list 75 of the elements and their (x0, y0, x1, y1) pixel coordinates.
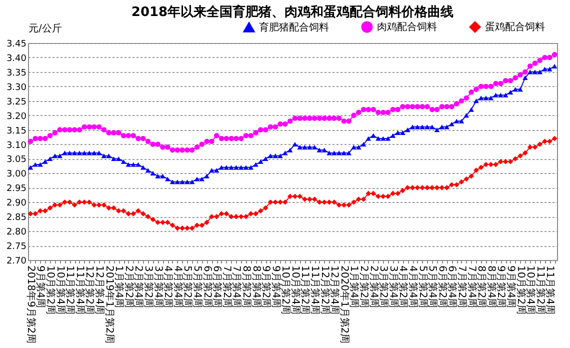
x-tick-label: 4月第4周 (407, 266, 420, 308)
x-tick-label: 9月第4周 (504, 266, 517, 308)
x-tick-label: 6月第4周 (211, 266, 224, 308)
x-tick-label: 4月第2周 (397, 266, 410, 308)
x-tick-label: 1月第4周 (348, 266, 360, 308)
y-tick-label: 3.30 (6, 82, 27, 93)
y-axis-title: 元/公斤 (28, 22, 62, 34)
x-tick-label: 7月第2周 (220, 266, 233, 308)
x-tick-label: 12月第2周 (84, 266, 96, 315)
x-tick-label: 2020年1月第2周 (338, 266, 350, 344)
x-tick-label: 6月第4周 (446, 266, 458, 308)
x-tick-label: 11月第4周 (309, 266, 322, 315)
x-tick-label: 10月第4周 (54, 266, 66, 315)
legend-label: 肉鸡配合饲料 (377, 21, 437, 33)
y-tick-label: 3.10 (6, 140, 27, 151)
x-tick-label: 10月第4周 (289, 266, 302, 315)
x-tick-label: 3月第4周 (387, 266, 400, 308)
y-tick-label: 2.75 (6, 242, 26, 252)
y-tick-label: 3.05 (6, 155, 26, 166)
y-tick-label: 3.15 (6, 126, 26, 136)
y-tick-label: 3.35 (6, 68, 26, 78)
x-tick-label: 2019年1月第2周 (103, 266, 116, 344)
x-tick-label: 8月第4周 (485, 266, 498, 308)
x-tick-label: 1月第4周 (113, 266, 126, 308)
x-tick-label: 12月第4周 (94, 266, 106, 315)
y-tick-label: 2.95 (6, 184, 26, 194)
x-tick-label: 7月第2周 (456, 266, 468, 308)
x-tick-label: 6月第2周 (201, 266, 214, 308)
x-tick-label: 5月第2周 (416, 266, 429, 308)
y-tick-label: 3.20 (6, 112, 27, 122)
x-tick-label: 10月第2周 (514, 266, 527, 315)
chart-title: 2018年以来全国育肥猪、肉鸡和蛋鸡配合饲料价格曲线 (131, 4, 454, 20)
x-tick-label: 4月第4周 (172, 266, 184, 308)
x-tick-label: 10月第2周 (280, 266, 292, 315)
x-tick-label: 7月第4周 (466, 266, 478, 308)
x-tick-label: 5月第4周 (191, 266, 204, 308)
y-tick-label: 3.00 (6, 170, 27, 180)
x-tick-label: 12月第2周 (318, 266, 331, 315)
x-tick-label: 3月第2周 (378, 266, 390, 308)
x-tick-label: 6月第2周 (436, 266, 448, 308)
x-tick-label: 2月第2周 (358, 266, 370, 308)
x-tick-label: 9月第4周 (34, 266, 47, 308)
x-tick-label: 11月第2周 (64, 266, 76, 315)
x-tick-label: 12月第4周 (328, 266, 341, 315)
x-tick-label: 11月第2周 (534, 266, 546, 315)
x-tick-label: 4月第2周 (162, 266, 174, 308)
x-tick-label: 11月第4周 (544, 266, 556, 315)
x-tick-label: 9月第4周 (270, 266, 282, 308)
y-tick-label: 2.85 (6, 213, 26, 224)
legend-label: 育肥猪配合饲料 (259, 21, 329, 34)
y-tick-label: 2.70 (6, 256, 27, 266)
x-tick-label: 11月第4周 (74, 266, 86, 315)
x-tick-label: 10月第2周 (44, 266, 57, 315)
x-tick-label: 2月第2周 (122, 266, 135, 308)
y-tick-label: 3.45 (6, 40, 26, 50)
x-tick-label: 3月第4周 (152, 266, 164, 308)
x-tick-label: 8月第2周 (240, 266, 252, 308)
x-tick-label: 3月第2周 (142, 266, 155, 308)
x-tick-label: 5月第4周 (426, 266, 439, 308)
x-tick-label: 7月第4周 (230, 266, 243, 308)
y-tick-label: 3.40 (6, 54, 27, 64)
x-tick-label: 9月第2周 (495, 266, 508, 308)
x-tick-label: 2月第4周 (368, 266, 380, 308)
x-tick-label: 11月第2周 (299, 266, 312, 315)
y-tick-label: 2.90 (6, 198, 27, 209)
x-tick-label: 8月第4周 (250, 266, 262, 308)
x-tick-label: 5月第2周 (182, 266, 194, 308)
x-tick-label: 2018年9月第2周 (24, 266, 37, 344)
x-tick-label: 8月第2周 (476, 266, 488, 308)
y-tick-label: 3.25 (6, 97, 26, 108)
legend-label: 蛋鸡配合饲料 (485, 21, 545, 33)
x-tick-label: 2月第4周 (132, 266, 145, 308)
x-tick-label: 10月第4周 (524, 266, 537, 315)
x-tick-label: 9月第2周 (260, 266, 272, 308)
y-tick-label: 2.80 (6, 228, 27, 238)
